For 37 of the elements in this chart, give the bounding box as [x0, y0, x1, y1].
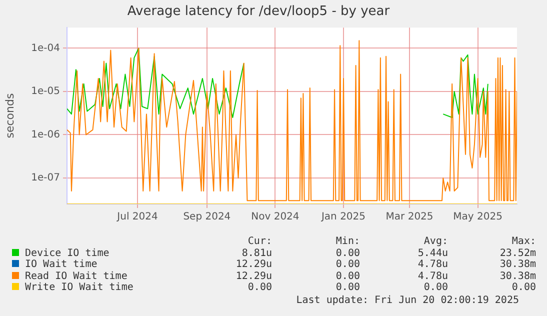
text: 8.81u [240, 248, 272, 260]
text: 23.52m [498, 248, 536, 260]
x-tick-label: Jul 2024 [116, 212, 158, 223]
y-tick-label: 1e-07 [31, 172, 60, 184]
text: 0.00 [246, 282, 272, 294]
x-tick-label: Mar 2025 [386, 212, 434, 223]
text: 0.00 [510, 282, 536, 294]
x-tick-label: Nov 2024 [251, 212, 300, 223]
legend-label: IO Wait time [24, 259, 98, 271]
text: Min: [334, 236, 360, 248]
text: 0.00 [334, 282, 360, 294]
chart-title: Average latency for /dev/loop5 - by year [127, 4, 390, 20]
x-tick-label: May 2025 [453, 212, 502, 223]
legend-label: Read IO Wait time [24, 270, 128, 282]
text: 0.00 [334, 259, 360, 271]
text: 0.00 [422, 282, 448, 294]
y-tick-label: 1e-05 [31, 86, 60, 98]
x-tick-label: Sep 2024 [183, 212, 231, 223]
text: 0.00 [334, 248, 360, 260]
text: 12.29u [234, 270, 272, 282]
text: 5.44u [416, 248, 448, 260]
text: Last update: Fri Jun 20 02:00:19 2025 [296, 295, 519, 306]
text: 30.38m [498, 270, 536, 282]
text: 12.29u [234, 259, 272, 271]
text: 4.78u [416, 259, 448, 271]
y-tick-label: 1e-06 [31, 129, 60, 140]
legend-label: Write IO Wait time [24, 282, 134, 294]
text: Avg: [422, 236, 448, 248]
text: 4.78u [416, 270, 448, 282]
y-axis-title: seconds [3, 93, 16, 138]
text: 0.00 [334, 270, 360, 282]
text: 30.38m [498, 259, 536, 271]
x-tick-label: Jan 2025 [320, 212, 366, 223]
y-tick-label: 1e-04 [31, 42, 60, 54]
text: Cur: [246, 236, 272, 248]
legend-label: Device IO time [24, 248, 110, 259]
text: Max: [510, 236, 536, 248]
